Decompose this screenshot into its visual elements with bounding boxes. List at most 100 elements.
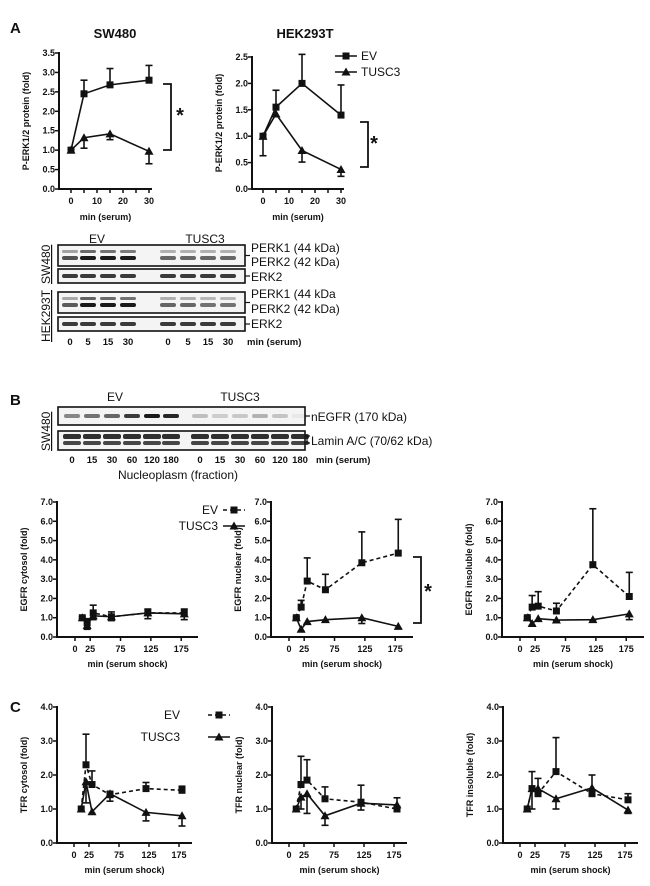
y-tick-label: 2.5: [235, 52, 248, 62]
lane-label: 180: [163, 455, 179, 466]
band-lamin-c: [63, 441, 81, 445]
band-label-lamin: Lamin A/C (70/62 kDa): [311, 434, 432, 448]
data-point-tusc3: [81, 777, 91, 786]
lane-label: 30: [107, 455, 118, 466]
band-lamin-a: [191, 434, 209, 439]
data-point-tusc3: [141, 807, 151, 816]
band-perk1: [160, 297, 176, 300]
band-perk2: [62, 256, 78, 260]
x-tick-label: 25: [84, 850, 94, 860]
band-perk1: [220, 250, 236, 253]
blot-b-cellline: SW480: [39, 411, 53, 451]
legend-marker-tusc3: [341, 67, 351, 76]
chart-7: 0.0 1.0 2.0 3.0 4.0 0 25 75 125 175 min (serum sho…: [465, 702, 638, 875]
lane-label: 180: [292, 455, 308, 466]
y-tick-label: 0.0: [486, 838, 499, 848]
data-point-ev: [625, 593, 633, 600]
band-perk2: [80, 303, 96, 307]
x-tick-label: 75: [116, 644, 126, 654]
band-erk2: [62, 322, 78, 326]
data-point-tusc3: [144, 146, 154, 155]
band-perk2: [220, 303, 236, 307]
band-perk2: [100, 256, 116, 260]
series-line-tusc3: [295, 616, 399, 631]
band-perk1: [80, 297, 96, 300]
data-point-tusc3: [356, 798, 366, 807]
data-point-ev: [145, 76, 153, 84]
data-point-tusc3: [291, 613, 301, 622]
data-point-ev: [624, 796, 632, 804]
chart-1: 0.0 0.5 1.0 1.5 2.0 2.5 0 10 20 30 min (serum) P-ER…: [214, 26, 401, 222]
y-tick-label: 2.0: [40, 593, 53, 603]
legend-label-ev: EV: [164, 708, 180, 722]
legend-label-tusc3: TUSC3: [141, 730, 181, 744]
blot-frame-lamin: [57, 430, 306, 451]
data-point-tusc3: [177, 811, 187, 820]
band-lamin-c: [143, 441, 161, 445]
y-tick-label: 3.0: [40, 736, 53, 746]
legend-marker-tusc3: [229, 521, 239, 530]
y-axis-label: P-ERK1/2 protein (fold): [214, 74, 224, 173]
chart-5: 0.0 1.0 2.0 3.0 4.0 0 25 75 125 175 min (serum sho…: [19, 702, 230, 875]
y-tick-label: 2.0: [235, 78, 248, 88]
data-point-tusc3: [551, 615, 561, 624]
data-point-tusc3: [533, 784, 543, 793]
x-tick-label: 175: [388, 644, 403, 654]
y-tick-label: 3.0: [254, 574, 267, 584]
y-axis-label: TFR nuclear (fold): [234, 737, 244, 814]
y-tick-label: 5.0: [254, 536, 267, 546]
x-axis-label: min (serum shock): [302, 659, 382, 669]
band-perk1: [180, 250, 196, 253]
band-perk2: [220, 256, 236, 260]
band-erk2: [200, 274, 216, 278]
x-tick-label: 20: [118, 196, 128, 206]
x-tick-label: 75: [561, 644, 571, 654]
y-axis-label: P-ERK1/2 protein (fold): [21, 72, 31, 171]
band-lamin-c: [123, 441, 141, 445]
x-tick-label: 175: [617, 850, 632, 860]
data-point-tusc3: [533, 614, 543, 623]
chart-0: 0.0 0.5 1.0 1.5 2.0 2.5 3.0 3.5 0 10 20 30 min (seru…: [21, 26, 184, 222]
data-point-tusc3: [588, 615, 598, 624]
y-tick-label: 4.0: [40, 702, 53, 712]
significance-bracket: [163, 83, 172, 151]
x-tick-label: 30: [144, 196, 154, 206]
legend-label-ev: EV: [361, 49, 377, 63]
y-tick-label: 3.0: [42, 67, 55, 77]
significance-bracket: [413, 556, 422, 624]
significance-star: *: [176, 105, 184, 127]
data-point-tusc3: [258, 131, 268, 140]
data-point-ev: [297, 603, 305, 611]
x-tick-label: 125: [356, 850, 371, 860]
data-point-tusc3: [296, 792, 306, 801]
blot-b-lane-unit: min (serum): [316, 455, 370, 466]
western-blot-perk: EV TUSC3 SW480 HEK293T PERK1 (44 kDa) PE…: [39, 232, 340, 348]
chart-title: SW480: [94, 26, 137, 41]
data-point-tusc3: [302, 789, 312, 798]
band-negfr: [124, 414, 140, 418]
x-tick-label: 0: [260, 196, 265, 206]
legend-label-tusc3: TUSC3: [361, 65, 401, 79]
series-line-tusc3: [526, 787, 629, 811]
band-label-negfr: nEGFR (170 kDa): [311, 410, 407, 424]
data-point-ev: [178, 786, 186, 794]
data-point-tusc3: [76, 804, 86, 813]
y-axis-label: EGFR nuclear (fold): [233, 527, 243, 612]
band-erk2: [160, 274, 176, 278]
y-tick-label: 1.0: [486, 804, 499, 814]
y-tick-label: 7.0: [485, 497, 498, 507]
band-lamin-a: [63, 434, 81, 439]
x-tick-label: 0: [72, 644, 77, 654]
y-axis-label: EGFR cytosol (fold): [19, 528, 29, 612]
band-perk1: [62, 297, 78, 300]
y-tick-label: 3.0: [40, 574, 53, 584]
band-perk2: [120, 256, 136, 260]
band-perk1: [160, 250, 176, 253]
x-tick-label: 125: [143, 644, 158, 654]
x-tick-label: 175: [171, 850, 186, 860]
band-label-perk1-hek: PERK1 (44 kDa: [251, 287, 336, 301]
band-lamin-c: [191, 441, 209, 445]
y-tick-label: 0.0: [235, 184, 248, 194]
lane-label: 30: [235, 455, 246, 466]
x-tick-label: 20: [310, 196, 320, 206]
